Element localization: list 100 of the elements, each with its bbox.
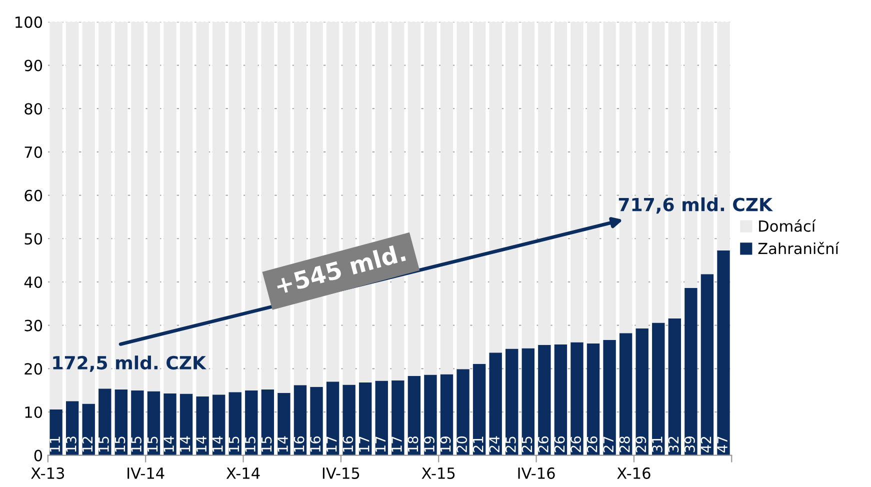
data-label: 18: [408, 436, 418, 452]
bar: [326, 382, 340, 456]
x-tick-label: IV-14: [128, 468, 164, 479]
bar: [554, 22, 568, 344]
bar: [538, 344, 551, 456]
data-label: 26: [538, 436, 548, 452]
x-tick-label: IV-16: [518, 467, 555, 479]
data-label: 26: [570, 436, 582, 452]
bar: [245, 22, 258, 390]
bar: [570, 342, 584, 456]
data-label: 29: [636, 436, 646, 452]
bar: [114, 389, 128, 456]
bar: [408, 376, 421, 456]
bar: [66, 401, 79, 456]
data-label: 31: [652, 436, 662, 452]
bar: [261, 389, 274, 456]
bar: [212, 394, 226, 456]
bar: [131, 390, 144, 456]
bar: [245, 390, 258, 456]
bar: [424, 374, 437, 456]
data-label: 17: [392, 436, 402, 452]
x-tick-label: X-16: [617, 467, 650, 479]
y-tick-label: 100: [16, 16, 42, 28]
data-label: 24: [489, 436, 500, 452]
y-tick-label: 70: [24, 146, 42, 158]
bar: [586, 22, 600, 344]
bar: [456, 22, 470, 370]
bar: [684, 288, 698, 456]
bar: [652, 322, 665, 456]
data-label: 39: [684, 436, 695, 452]
data-label: 16: [294, 436, 304, 452]
y-tick-label: 60: [24, 190, 42, 202]
data-label: 15: [245, 436, 256, 452]
data-label: 16: [342, 436, 354, 452]
bar: [489, 352, 502, 456]
data-label: 13: [66, 436, 76, 452]
bar: [586, 344, 600, 456]
bar: [506, 22, 518, 349]
bar: [50, 409, 62, 456]
data-label: 25: [505, 436, 516, 452]
x-tick-label: X-15: [422, 468, 455, 479]
bar: [261, 22, 274, 390]
data-label: 26: [586, 436, 598, 452]
bar: [700, 274, 714, 456]
data-label: 14: [278, 436, 288, 452]
data-label: 17: [375, 436, 386, 452]
bar: [98, 388, 112, 456]
data-label: 15: [261, 436, 272, 452]
data-label: 14: [180, 436, 190, 452]
data-label: 28: [619, 436, 630, 452]
bar: [472, 22, 486, 364]
x-tick-label: X-14: [226, 468, 260, 479]
data-label: 19: [440, 436, 451, 452]
bar: [472, 364, 486, 456]
bar: [619, 333, 632, 456]
bar: [717, 250, 730, 456]
data-label: 21: [472, 436, 484, 452]
bar: [440, 374, 454, 456]
data-label: 17: [359, 436, 370, 452]
data-label: 14: [164, 436, 174, 452]
bar: [294, 385, 307, 456]
bar: [147, 391, 160, 456]
bar: [342, 384, 356, 456]
y-tick-label: 40: [24, 276, 42, 288]
y-tick-label: 90: [24, 60, 42, 72]
data-label: 32: [668, 436, 679, 452]
bar: [538, 22, 551, 345]
y-tick-label: 20: [24, 363, 42, 375]
bar: [164, 393, 176, 456]
y-tick-label: 10: [25, 406, 42, 418]
data-label: 26: [554, 436, 565, 452]
bar: [668, 318, 682, 456]
bar: [392, 380, 404, 456]
bar: [278, 392, 290, 456]
bar: [424, 22, 437, 375]
bar: [489, 22, 502, 353]
legend-label: Domácí: [759, 219, 816, 232]
bar: [554, 344, 568, 456]
data-label: 15: [228, 436, 240, 452]
data-label: 12: [82, 436, 92, 452]
x-tick-label: X-13: [31, 467, 64, 479]
annotation: 172,5 mld. CZK: [53, 356, 207, 372]
bar: [408, 22, 421, 376]
data-label: 14: [212, 436, 223, 452]
data-label: 11: [50, 436, 60, 452]
annotation: +545 mld.: [274, 243, 406, 295]
bar: [82, 404, 95, 456]
data-label: 16: [310, 436, 321, 452]
y-tick-label: 80: [24, 103, 42, 115]
data-label: 17: [326, 436, 337, 452]
data-label: 47: [717, 436, 728, 452]
bar: [456, 369, 470, 456]
data-label: 15: [147, 436, 158, 452]
bar: [522, 348, 534, 456]
x-tick-label: IV-15: [322, 468, 360, 479]
bar: [359, 382, 372, 456]
bar: [228, 392, 242, 456]
y-tick-label: 0: [34, 450, 42, 462]
legend-label: Zahraniční: [758, 242, 840, 254]
bar: [506, 348, 518, 456]
